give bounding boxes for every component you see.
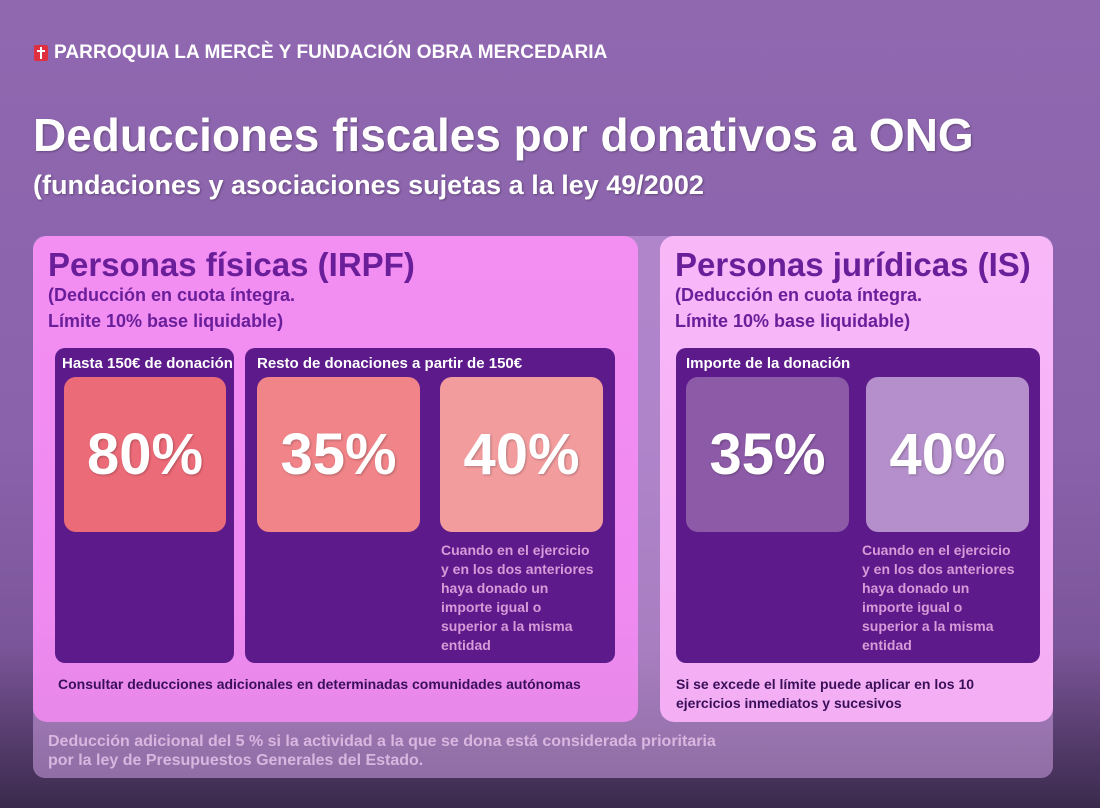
- note-line: y en los dos anteriores: [862, 561, 1015, 577]
- tile-40-percent: 40%: [440, 377, 603, 532]
- left-panel-sub-2: Límite 10% base liquidable): [48, 311, 284, 331]
- page-subtitle: (fundaciones y asociaciones sujetas a la…: [33, 170, 704, 200]
- note-line: Cuando en el ejercicio: [862, 542, 1011, 558]
- bottom-note-line: Deducción adicional del 5 % si la activi…: [48, 733, 716, 750]
- note-line: entidad: [441, 637, 491, 653]
- footer-line: ejercicios inmediatos y sucesivos: [676, 695, 902, 711]
- tile-80-percent: 80%: [64, 377, 226, 532]
- bottom-note-line: por la ley de Presupuestos Generales del…: [48, 752, 424, 769]
- tile-35-percent: 35%: [686, 377, 849, 532]
- note-line: haya donado un: [441, 580, 549, 596]
- note-line: y en los dos anteriores: [441, 561, 594, 577]
- left-panel-title: Personas físicas (IRPF): [48, 246, 415, 283]
- right-footer: Si se excede el límite puede aplicar en …: [676, 675, 974, 713]
- header: PARROQUIA LA MERCÈ Y FUNDACIÓN OBRA MERC…: [34, 42, 608, 64]
- left-panel-sub-1: (Deducción en cuota íntegra.: [48, 285, 296, 305]
- bottom-note: Deducción adicional del 5 % si la activi…: [48, 732, 716, 770]
- box-resto-label: Resto de donaciones a partir de 150€: [257, 355, 523, 372]
- left-footer: Consultar deducciones adicionales en det…: [58, 676, 581, 692]
- note-line: entidad: [862, 637, 912, 653]
- note-line: Cuando en el ejercicio: [441, 542, 590, 558]
- cross-shield-icon: [34, 45, 48, 61]
- org-name: PARROQUIA LA MERCÈ Y FUNDACIÓN OBRA MERC…: [54, 42, 608, 63]
- right-panel-title: Personas jurídicas (IS): [675, 246, 1031, 283]
- right-panel-sub-1: (Deducción en cuota íntegra.: [675, 285, 923, 305]
- box-importe-label: Importe de la donación: [686, 355, 851, 372]
- right-panel-sub-2: Límite 10% base liquidable): [675, 311, 911, 331]
- note-line: importe igual o: [441, 599, 542, 615]
- right-note: Cuando en el ejercicio y en los dos ante…: [862, 541, 1015, 655]
- tile-35-percent: 35%: [257, 377, 420, 532]
- footer-line: Si se excede el límite puede aplicar en …: [676, 676, 975, 692]
- left-note: Cuando en el ejercicio y en los dos ante…: [441, 541, 594, 655]
- page-title: Deducciones fiscales por donativos a ONG: [33, 109, 974, 161]
- note-line: superior a la misma: [441, 618, 573, 634]
- note-line: superior a la misma: [862, 618, 994, 634]
- note-line: importe igual o: [862, 599, 963, 615]
- box-hasta-150-label: Hasta 150€ de donación: [62, 355, 233, 372]
- tile-40-percent: 40%: [866, 377, 1029, 532]
- note-line: haya donado un: [862, 580, 970, 596]
